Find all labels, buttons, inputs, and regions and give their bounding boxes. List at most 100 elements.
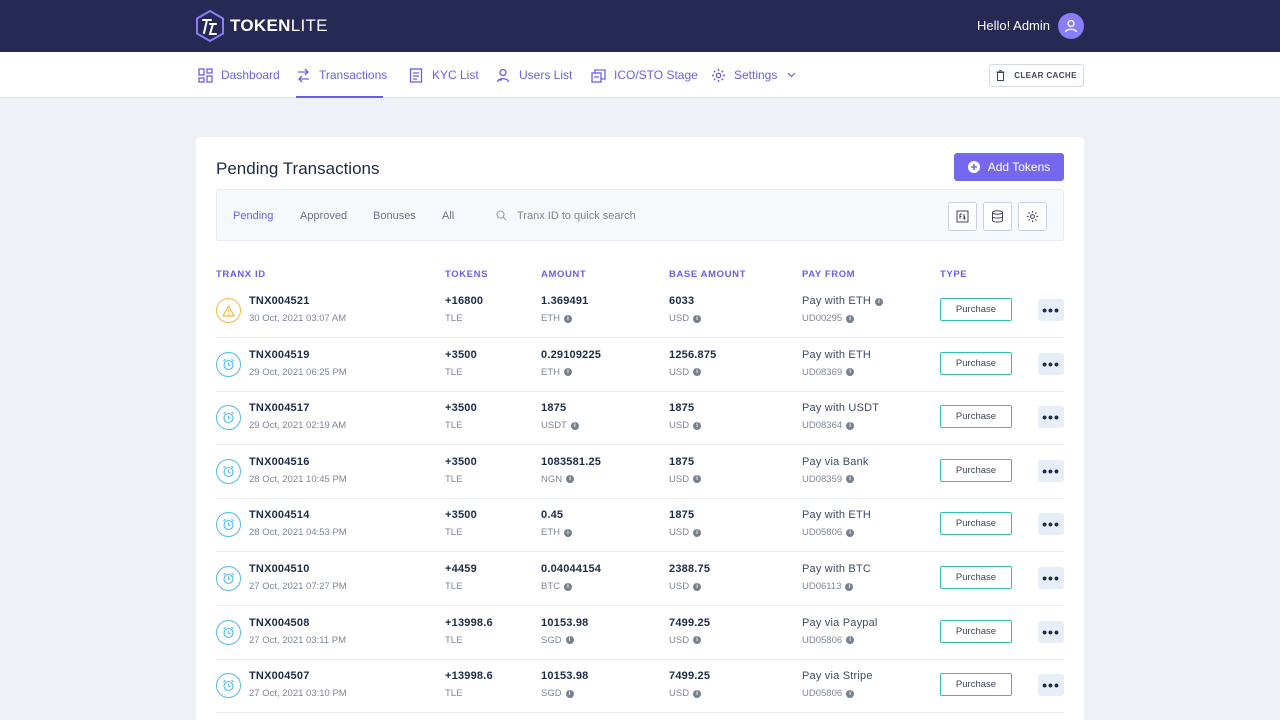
token-unit-text: TLE [445,634,463,646]
gear-icon [1026,210,1039,223]
tab-pending[interactable]: Pending [233,210,274,222]
amount-unit: SGD i [541,635,574,646]
info-icon[interactable]: i [693,314,702,323]
more-options-button[interactable]: ••• [1038,299,1064,321]
table-row[interactable]: TNX004517 29 Oct, 2021 02:19 AM +3500 TLE 18… [216,392,1064,446]
clock-icon [223,519,234,531]
token-unit: TLE [445,635,462,646]
type-purchase-button[interactable]: Purchase [940,673,1012,697]
type-purchase-button[interactable]: Purchase [940,351,1012,375]
info-icon[interactable]: i [693,636,702,645]
type-purchase-button[interactable]: Purchase [940,619,1012,643]
more-options-button[interactable]: ••• [1038,406,1064,429]
info-icon[interactable]: i [846,689,855,698]
user-avatar[interactable] [1058,13,1084,39]
table-row[interactable]: TNX004519 29 Oct, 2021 06:25 PM +3500 TLE 0.… [216,339,1064,392]
info-icon[interactable]: i [693,528,702,537]
info-icon[interactable]: i [845,582,854,591]
nav-item-dashboard[interactable]: Dashboard [197,52,280,98]
info-icon[interactable]: i [564,582,572,591]
add-tokens-button[interactable]: Add Tokens [954,153,1064,181]
info-icon[interactable]: i [846,421,855,430]
clear-cache-button[interactable]: CLEAR CACHE [989,64,1084,87]
page-title: Pending Transactions [216,159,380,178]
info-icon[interactable]: i [565,636,574,645]
info-icon[interactable]: i [693,582,702,591]
tranx-id[interactable]: TNX004516 [249,455,310,468]
pay-from: Pay via Bank [802,456,869,468]
tranx-id[interactable]: TNX004514 [249,509,310,522]
nav-item-transactions[interactable]: Transactions [296,52,387,98]
info-icon[interactable]: i [846,636,855,645]
nav-item-users-list[interactable]: Users List [495,52,572,98]
info-icon[interactable]: i [564,368,572,377]
info-icon[interactable]: i [566,475,575,484]
type-purchase-button[interactable]: Purchase [940,405,1012,429]
tranx-id[interactable]: TNX004517 [249,402,310,415]
base-amount-unit: USD i [669,688,702,699]
amount-unit-text: SGD [541,634,562,646]
nav-item-ico-sto-stage[interactable]: ICO/STO Stage [590,52,698,98]
type-purchase-button[interactable]: Purchase [940,512,1012,536]
tokens-value: +3500 [445,348,477,361]
more-options-button[interactable]: ••• [1038,567,1064,589]
more-options-button[interactable]: ••• [1038,513,1064,536]
info-icon[interactable]: i [693,689,702,698]
nav-label: Transactions [319,68,388,82]
info-icon[interactable]: i [564,314,572,323]
type-purchase-button[interactable]: Purchase [940,566,1012,589]
user-id-text: UD05806 [802,634,843,646]
dashboard-grid-icon [197,67,213,83]
token-unit-text: TLE [445,473,463,485]
info-icon[interactable]: i [570,421,579,430]
table-row[interactable]: TNX004507 27 Oct, 2021 03:10 PM +13998.6 TL… [216,660,1064,714]
tranx-id[interactable]: TNX004507 [249,670,310,683]
base-amount-unit: USD i [669,367,702,378]
tab-bonuses[interactable]: Bonuses [373,210,416,222]
info-icon[interactable]: i [564,528,572,537]
info-icon[interactable]: i [693,475,702,484]
more-options-button[interactable]: ••• [1038,620,1064,643]
more-options-button[interactable]: ••• [1038,352,1064,375]
tab-all[interactable]: All [442,210,455,222]
clear-cache-label: CLEAR CACHE [1014,71,1077,80]
settings-button[interactable] [1018,202,1047,231]
clock-icon [223,572,234,585]
tranx-id[interactable]: TNX004508 [249,616,310,629]
user-id: UD08359 i [802,473,855,485]
info-icon[interactable]: i [846,368,855,377]
tranx-date-text: 27 Oct, 2021 03:11 PM [249,634,346,646]
tokens-value: +3500 [445,455,477,468]
type-purchase-button[interactable]: Purchase [940,458,1012,482]
info-icon[interactable]: i [846,528,855,537]
amount-unit-text: USDT [541,420,567,432]
type-purchase-button[interactable]: Purchase [940,298,1012,321]
info-icon[interactable]: i [846,475,855,484]
user-id-text: UD08359 [802,473,843,485]
info-icon[interactable]: i [875,298,884,306]
table-row[interactable]: TNX004516 28 Oct, 2021 10:45 PM +3500 TLE 10… [216,446,1064,499]
nav-label: Users List [519,68,573,82]
tab-approved[interactable]: Approved [300,210,348,222]
export-button[interactable] [948,202,977,231]
database-button[interactable] [983,202,1012,231]
info-icon[interactable]: i [846,314,855,323]
search-input[interactable] [517,205,777,227]
nav-item-settings[interactable]: Settings [710,52,796,98]
nav-item-kyc-list[interactable]: KYC List [408,52,479,98]
tranx-date: 27 Oct, 2021 07:27 PM [249,581,347,592]
info-icon[interactable]: i [565,689,574,698]
table-row[interactable]: TNX004521 30 Oct, 2021 03:07 AM +16800 TLE 1… [216,285,1064,338]
table-row[interactable]: TNX004514 28 Oct, 2021 04:53 PM +3500 TLE 0.… [216,499,1064,553]
tranx-id[interactable]: TNX004510 [249,563,310,575]
info-icon[interactable]: i [693,421,702,430]
tranx-id[interactable]: TNX004521 [249,295,310,307]
info-icon[interactable]: i [693,368,702,377]
brand-logo[interactable]: TOKENLITE [196,10,328,42]
table-row[interactable]: TNX004508 27 Oct, 2021 03:11 PM +13998.6 TL… [216,607,1064,660]
token-unit: TLE [445,688,462,699]
more-options-button[interactable]: ••• [1038,459,1064,482]
tranx-id[interactable]: TNX004519 [249,348,310,361]
more-options-button[interactable]: ••• [1038,674,1064,697]
table-row[interactable]: TNX004510 27 Oct, 2021 07:27 PM +4459 TLE 0.… [216,553,1064,606]
